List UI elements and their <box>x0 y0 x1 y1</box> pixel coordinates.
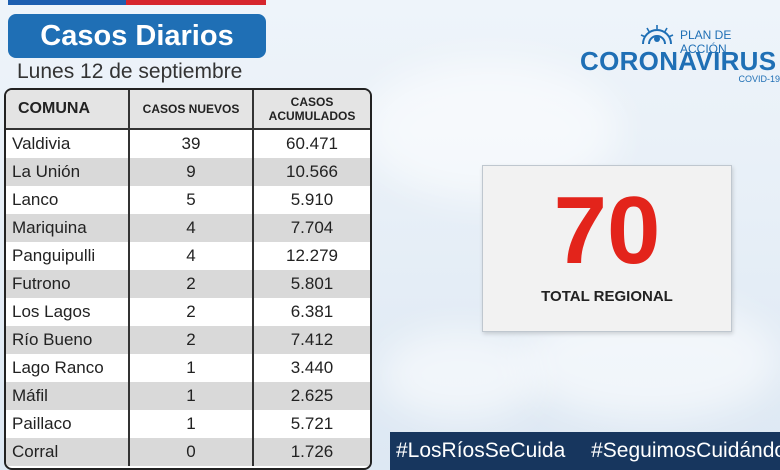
comuna-cell: Los Lagos <box>6 298 130 326</box>
cumulative-cell: 1.726 <box>290 442 334 461</box>
cumulative-cell: 10.566 <box>286 162 338 181</box>
new-cases-cell: 2 <box>130 270 254 298</box>
cumulative-cell: 3.440 <box>290 358 334 377</box>
table-row: Corral 0 1.726 <box>6 438 370 466</box>
table-row: Mariquina 4 7.704 <box>6 214 370 242</box>
new-cases-cell: 4 <box>130 242 254 270</box>
date-label: Lunes 12 de septiembre <box>17 60 243 83</box>
comuna-cell: Río Bueno <box>6 326 130 354</box>
cumulative-cell: 60.471 <box>286 134 338 153</box>
column-header-new-cases: CASOS NUEVOS <box>130 90 254 128</box>
sun-emblem-icon <box>640 25 674 45</box>
comuna-cell: Lago Ranco <box>6 354 130 382</box>
flag-stripe <box>8 0 266 5</box>
new-cases-cell: 1 <box>130 382 254 410</box>
comuna-cell: Mariquina <box>6 214 130 242</box>
table-row: Los Lagos 2 6.381 <box>6 298 370 326</box>
comuna-cell: Corral <box>6 438 130 466</box>
new-cases-cell: 2 <box>130 326 254 354</box>
new-cases-cell: 9 <box>130 158 254 186</box>
logo-plan-text: PLAN DE ACCIÓN <box>680 28 732 56</box>
cumulative-cell: 2.625 <box>290 386 334 405</box>
total-value: 70 <box>553 177 661 284</box>
comuna-cell: Panguipulli <box>6 242 130 270</box>
comuna-cell: Lanco <box>6 186 130 214</box>
cumulative-cell: 6.381 <box>290 302 334 321</box>
total-regional-card: 70 TOTAL REGIONAL <box>482 165 732 332</box>
new-cases-cell: 2 <box>130 298 254 326</box>
hashtag-bar: #LosRíosSeCuida #SeguimosCuidándonos <box>390 432 780 470</box>
comuna-cell: Máfil <box>6 382 130 410</box>
comuna-cell: Valdivia <box>6 130 130 158</box>
cumulative-cell: 5.721 <box>290 414 334 433</box>
comuna-cell: La Unión <box>6 158 130 186</box>
hashtag-los-rios: #LosRíosSeCuida <box>396 439 566 462</box>
table-body: Valdivia 39 60.471 La Unión 9 10.566 Lanco 5 5.9… <box>6 130 370 466</box>
logo-coronavirus-text: CORONAVIRUS <box>580 46 777 76</box>
cases-table: COMUNA CASOS NUEVOS CASOS ACUMULADOS Val… <box>4 88 372 470</box>
table-row: Lago Ranco 1 3.440 <box>6 354 370 382</box>
new-cases-cell: 39 <box>130 130 254 158</box>
total-label: TOTAL REGIONAL <box>541 288 673 305</box>
page-title: Casos Diarios <box>8 14 266 58</box>
cumulative-cell: 7.704 <box>290 218 334 237</box>
table-header: COMUNA CASOS NUEVOS CASOS ACUMULADOS <box>6 90 370 130</box>
column-header-comuna: COMUNA <box>6 90 130 128</box>
cumulative-cell: 12.279 <box>286 246 338 265</box>
hashtag-seguimos: #SeguimosCuidándonos <box>591 439 780 462</box>
table-row: La Unión 9 10.566 <box>6 158 370 186</box>
column-header-cumulative: CASOS ACUMULADOS <box>268 95 356 123</box>
logo-covid-text: COVID-19 <box>738 74 780 84</box>
table-row: Paillaco 1 5.721 <box>6 410 370 438</box>
cumulative-cell: 7.412 <box>290 330 334 349</box>
new-cases-cell: 5 <box>130 186 254 214</box>
new-cases-cell: 1 <box>130 410 254 438</box>
table-row: Futrono 2 5.801 <box>6 270 370 298</box>
table-row: Valdivia 39 60.471 <box>6 130 370 158</box>
comuna-cell: Futrono <box>6 270 130 298</box>
cumulative-cell: 5.801 <box>290 274 334 293</box>
table-row: Máfil 1 2.625 <box>6 382 370 410</box>
comuna-cell: Paillaco <box>6 410 130 438</box>
new-cases-cell: 1 <box>130 354 254 382</box>
new-cases-cell: 4 <box>130 214 254 242</box>
table-row: Panguipulli 4 12.279 <box>6 242 370 270</box>
cumulative-cell: 5.910 <box>290 190 334 209</box>
coronavirus-plan-logo: PLAN DE ACCIÓN CORONAVIRUS COVID-19 <box>578 22 780 86</box>
table-row: Lanco 5 5.910 <box>6 186 370 214</box>
new-cases-cell: 0 <box>130 438 254 466</box>
table-row: Río Bueno 2 7.412 <box>6 326 370 354</box>
